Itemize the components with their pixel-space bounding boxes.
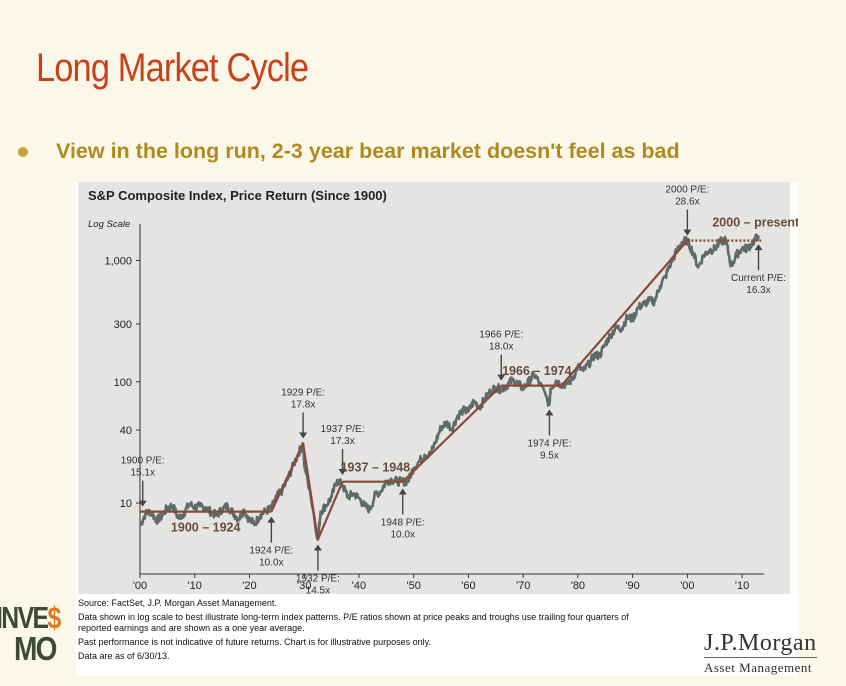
chart-title: S&P Composite Index, Price Return (Since… [88,188,387,203]
annotation-label: 1937 P/E: [321,424,365,435]
trend-line-segment [270,442,305,513]
annotation-label: 16.3x [746,285,770,296]
annotation-label: 10.0x [259,558,283,569]
x-tick-label: '40 [352,580,366,592]
log-scale-label: Log Scale [88,219,131,230]
y-tick-label: 300 [114,319,132,331]
annotation-arrowhead [754,244,763,251]
annotation-arrowhead [683,229,692,236]
annotation-arrowhead [545,409,554,416]
annotation-label: 9.5x [540,450,559,461]
log-scale-note: Data shown in log scale to best illustra… [78,612,629,633]
annotation-label: 1948 P/E: [381,517,425,528]
annotation-label: 1932 P/E: [296,574,340,585]
annotation-label: 14.5x [306,586,330,594]
trend-line-segment [560,239,689,387]
annotation-label: 1924 P/E: [249,546,293,557]
index-series-line [138,233,760,541]
x-tick-label: '10 [735,580,749,592]
annotation-label: 1966 P/E: [479,330,523,341]
chart-plot-background [78,182,790,594]
source-note: Source: FactSet, J.P. Morgan Asset Manag… [78,598,277,608]
annotation-arrowhead [338,468,347,475]
data-date-note: Data are as of 6/30/13. [78,651,170,661]
bullet-item: View in the long run, 2-3 year bear mark… [18,139,680,164]
y-tick-label: 10 [120,498,132,510]
annotation-label: Current P/E: [731,273,786,284]
y-tick-label: 1,000 [104,256,132,268]
investmo-logo-text-2: MO [14,630,58,667]
jpmorgan-logo: J.P.Morgan Asset Management [704,630,817,676]
x-tick-label: '10 [188,580,202,592]
annotation-arrowhead [299,432,308,439]
x-tick-label: '00 [680,580,694,592]
annotation-label: 17.8x [291,399,315,410]
investmo-logo-dollar: $ [47,600,61,635]
period-label: 1966 – 1974 [502,364,572,378]
investmo-logo: INVE$ MO [0,600,80,670]
chart-notes: Source: FactSet, J.P. Morgan Asset Manag… [78,598,638,665]
bullet-dot-icon [18,146,28,157]
annotation-label: 1974 P/E: [527,438,571,449]
annotation-arrowhead [138,500,147,507]
annotation-label: 15.1x [131,468,155,479]
jpmorgan-logo-name: J.P.Morgan [704,630,817,656]
annotation-label: 1900 P/E: [121,456,165,467]
investmo-logo-text-1: INVE [0,600,49,635]
y-tick-label: 40 [120,425,132,437]
period-label: 2000 – present [712,215,798,229]
annotation-label: 17.3x [330,436,354,447]
disclaimer-note: Past performance is not indicative of fu… [78,637,431,647]
x-tick-label: '60 [461,580,475,592]
annotation-label: 18.0x [489,342,513,353]
annotation-arrowhead [267,516,276,523]
annotation-arrowhead [398,488,407,495]
x-tick-label: '50 [407,580,421,592]
period-label: 1937 – 1948 [341,461,411,475]
x-tick-label: '00 [133,580,147,592]
jpmorgan-logo-sub: Asset Management [704,657,817,676]
x-tick-label: '80 [571,580,585,592]
annotation-label: 10.0x [391,529,415,540]
trend-line-segment [316,481,344,540]
slide-title: Long Market Cycle [36,46,309,90]
annotation-label: 1929 P/E: [281,387,325,398]
y-tick-label: 100 [114,377,132,389]
x-tick-label: '90 [625,580,639,592]
x-tick-label: '20 [242,580,256,592]
chart-panel: S&P Composite Index, Price Return (Since… [76,182,817,676]
annotation-label: 28.6x [675,197,699,208]
x-tick-label: '30 [297,580,311,592]
annotation-arrowhead [313,544,322,551]
period-label: 1900 – 1924 [171,521,241,535]
trend-line-segment [302,443,319,540]
chart-svg: 10 40 100 300 1,000 '00 '10 '20 '30 '40 '50 '60 '70 '… [104,185,798,594]
trend-line-segment [401,384,503,483]
x-tick-label: '70 [516,580,530,592]
annotation-arrowhead [497,374,506,381]
bullet-text: View in the long run, 2-3 year bear mark… [56,139,680,163]
annotation-label: 2000 P/E: [665,185,709,196]
